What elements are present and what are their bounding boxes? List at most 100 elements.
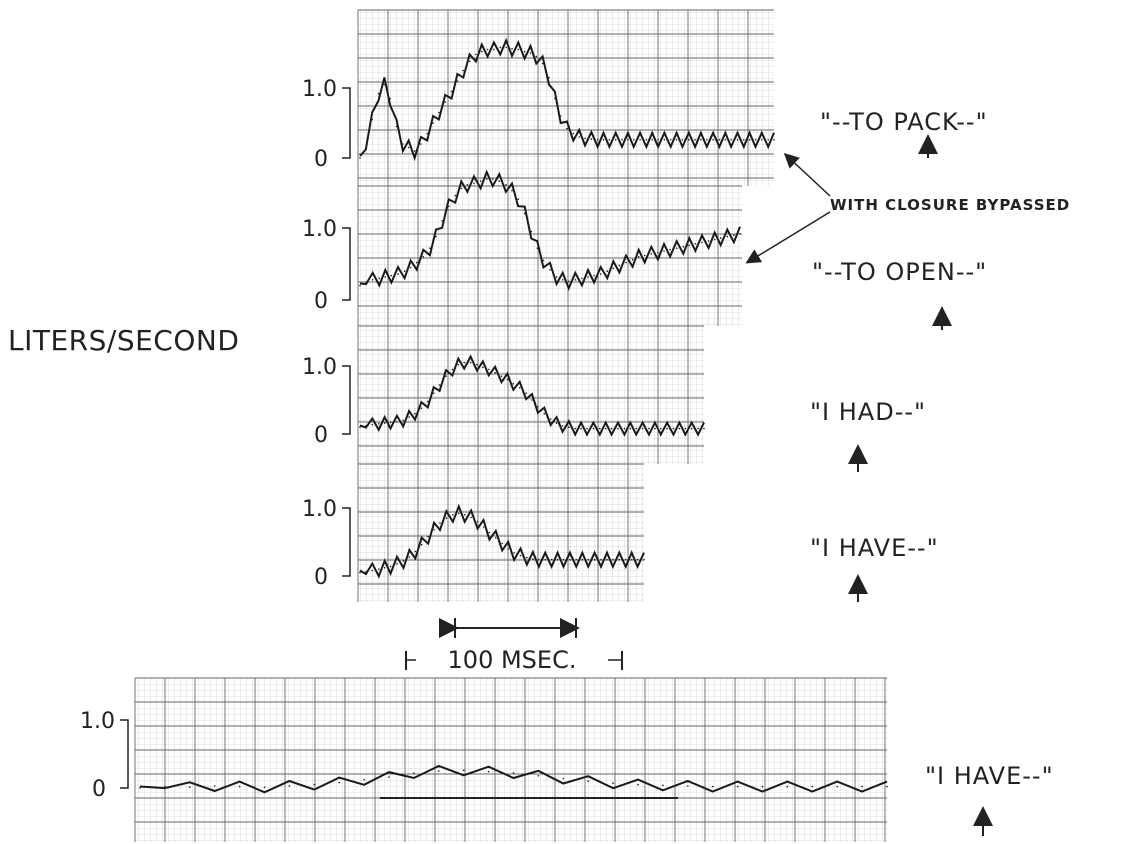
data-point [427,535,430,538]
data-point [608,139,611,141]
data-point [724,139,727,141]
data-point [479,180,482,182]
data-point [663,139,666,141]
data-point [688,244,691,247]
data-point [500,375,503,378]
data-point [773,139,775,141]
data-point [596,139,599,141]
data-point [581,277,583,280]
data-point [466,184,469,186]
data-point [706,139,708,141]
data-point [470,516,472,519]
data-point [687,785,689,787]
data-point [458,512,460,515]
data-point [672,427,675,430]
data-point [618,264,621,267]
data-point [660,427,662,430]
data-point [730,139,732,141]
series-line-i-had [359,354,705,437]
data-point [669,139,672,141]
data-point [701,241,703,244]
phrase-label-to-open: "--TO OPEN--" [812,258,987,286]
data-point [602,139,605,141]
data-point [359,284,361,287]
y-tick-label: 1.0 [302,77,337,102]
data-point [338,781,341,784]
data-point [662,784,664,787]
y-scale-bracket [120,719,129,789]
data-point [549,269,551,271]
data-point [532,558,534,560]
data-point [288,785,291,787]
y-tick-label: 0 [92,777,106,802]
data-point [491,178,494,180]
data-point [523,212,526,215]
data-point [612,558,614,561]
data-point [505,184,507,186]
data-point [586,427,588,430]
data-point [627,139,629,141]
data-point [675,247,678,249]
data-point [415,261,418,264]
panel-i-have: 1.0 0 "I HAVE--" [302,497,938,602]
data-point [396,563,398,565]
data-point [648,427,650,430]
data-point [618,558,621,561]
data-point [511,48,513,50]
data-point [377,423,380,425]
y-tick-label: 0 [314,289,328,314]
data-point [511,189,513,192]
data-point [549,418,552,420]
data-point [457,363,460,366]
data-point [726,235,729,238]
data-point [632,139,635,141]
data-point [359,426,361,429]
data-point [359,157,361,159]
data-point [639,139,641,141]
data-point [383,567,386,569]
data-point [574,427,576,430]
data-point [388,776,390,778]
data-point [555,276,558,278]
y-tick-label: 1.0 [302,497,337,522]
data-point [537,406,539,408]
data-point [476,363,478,366]
data-point [519,554,522,557]
data-point [363,779,365,781]
data-point [562,777,565,780]
data-point [575,558,578,561]
data-point [435,235,437,238]
data-point [531,399,533,401]
data-point [507,548,510,550]
data-point [389,97,392,100]
data-point [413,772,415,774]
data-point [493,48,495,51]
data-point [420,543,423,546]
data-point [666,427,668,430]
data-point [599,427,601,430]
data-point [409,266,412,269]
data-point [468,60,471,63]
data-point [530,230,533,233]
data-point [454,194,457,197]
data-point [518,387,521,389]
series-line-i-have-long [139,764,888,794]
panel-to-open: 1.0 0 "--TO OPEN--" [302,169,987,330]
data-point [517,198,519,200]
data-point [420,143,422,145]
data-point [494,372,496,374]
data-point [420,407,423,410]
data-point [485,178,488,180]
data-point [612,267,615,270]
data-point [600,558,602,561]
y-axis-label: LITERS/SECOND [8,324,239,357]
data-point [389,565,392,568]
data-point [556,558,559,561]
data-point [578,136,580,138]
data-point [654,427,656,430]
data-point [512,772,515,774]
data-point [617,427,619,430]
data-point [610,427,613,430]
data-point [432,122,434,124]
series-line-i-have [359,503,645,579]
